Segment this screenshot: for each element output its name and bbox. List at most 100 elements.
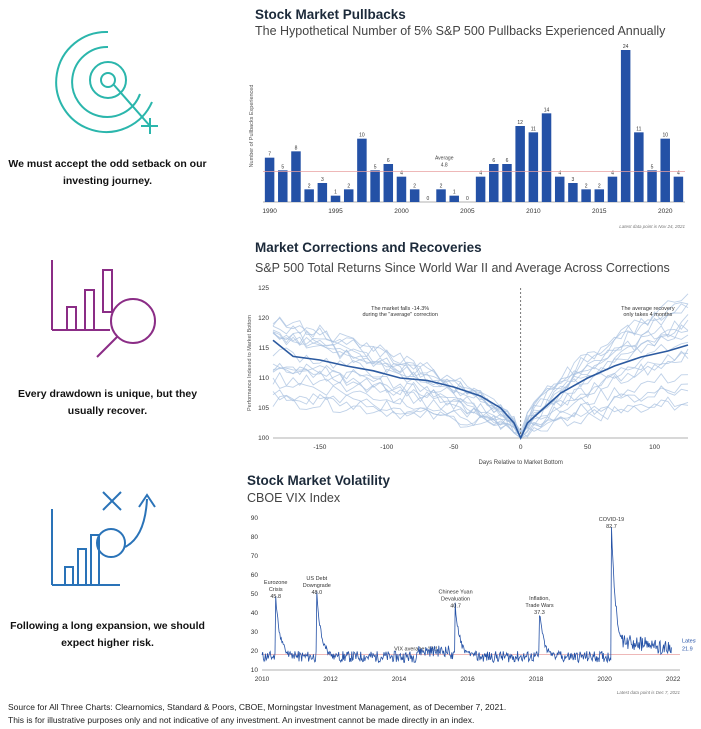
pullbacks-data-label-2004: 1 (453, 190, 456, 196)
vix-y-tick-30: 30 (251, 629, 259, 636)
vix-average-label: VIX average: 18.1 (394, 647, 438, 653)
pullbacks-data-label-2010: 11 (531, 126, 536, 132)
pullbacks-bar-2007 (489, 164, 499, 202)
pullbacks-bar-2011 (541, 113, 552, 202)
pullbacks-data-label-1997: 10 (359, 133, 365, 139)
vix-event-label2-1: Downgrade (303, 583, 331, 589)
pullbacks-data-label-2002: 0 (426, 196, 429, 202)
pullbacks-bar-2003 (436, 189, 446, 202)
pullbacks-bar-2009 (515, 126, 525, 202)
corrections-individual-line (272, 324, 689, 440)
corrections-annotation-recovery-2: only takes 4 months (623, 312, 672, 318)
pullbacks-title: Stock Market Pullbacks (255, 7, 406, 22)
corrections-subtitle: S&P 500 Total Returns Since World War II… (255, 261, 670, 275)
pullbacks-bar-2014 (581, 189, 591, 202)
pullbacks-data-label-2013: 3 (572, 177, 575, 183)
corrections-chart: Performance Indexed to Market Bottom 100 1… (247, 285, 689, 466)
vix-y-tick-40: 40 (251, 610, 259, 617)
pullbacks-data-label-2005: 0 (466, 196, 469, 202)
vix-event-value-3: 37.3 (534, 610, 545, 616)
vix-event-label-4: COVID-19 (599, 517, 624, 523)
pullbacks-data-label-2014: 2 (585, 183, 588, 189)
pullbacks-data-label-2021: 4 (677, 171, 680, 177)
pullbacks-bar-1999 (383, 164, 394, 202)
vix-y-tick-70: 70 (251, 553, 259, 560)
vix-latest-value: 21.9 (682, 646, 693, 652)
bar-chart-magnifier-icon (45, 255, 170, 365)
corrections-individual-line (272, 316, 689, 439)
pullbacks-bar-1995 (330, 195, 341, 202)
pullbacks-data-label-1990: 7 (268, 152, 271, 158)
corrections-title: Market Corrections and Recoveries (255, 240, 482, 255)
pullbacks-data-label-2017: 24 (623, 44, 629, 50)
vix-x-tick-2022: 2022 (666, 676, 681, 683)
vix-event-label2-0: Crisis (269, 587, 283, 593)
pullbacks-data-label-2006: 4 (479, 171, 482, 177)
pullbacks-note: Latest data point is Nov 24, 2021 (619, 224, 685, 229)
pullbacks-bar-1993 (304, 189, 314, 202)
pullbacks-data-label-1994: 3 (321, 177, 324, 183)
vix-event-label-3: Inflation, (529, 596, 550, 602)
pullbacks-data-label-2000: 4 (400, 171, 403, 177)
pullbacks-x-tick-2020: 2020 (658, 208, 673, 215)
corrections-x-tick--100: -100 (380, 444, 393, 451)
pullbacks-data-label-1998: 5 (374, 164, 377, 170)
vix-note: Latest data point is Dec 7, 2021 (617, 690, 681, 695)
pullbacks-x-tick-2000: 2000 (394, 208, 409, 215)
pullbacks-x-tick-1995: 1995 (328, 208, 343, 215)
pullbacks-chart: Number of Pullbacks Experienced 758231210… (249, 44, 685, 229)
pullbacks-data-label-2018: 11 (636, 126, 641, 132)
corrections-individual-line (272, 330, 689, 440)
pullbacks-data-label-2012: 4 (558, 171, 561, 177)
pullbacks-x-tick-2005: 2005 (460, 208, 475, 215)
pullbacks-bar-1992 (291, 151, 301, 202)
pullbacks-data-label-2007: 6 (492, 158, 495, 164)
pullbacks-bar-2015 (594, 189, 605, 202)
corrections-annotation-recovery-1: The average recovery (621, 306, 675, 312)
caption-expansion: Following a long expansion, we should ex… (10, 620, 205, 649)
corrections-x-tick--150: -150 (313, 444, 326, 451)
caption-setback: We must accept the odd setback on our in… (8, 158, 207, 187)
corrections-individual-line (272, 319, 689, 439)
corrections-individual-line (272, 332, 689, 438)
vix-subtitle: CBOE VIX Index (247, 491, 341, 505)
vix-event-value-1: 48.0 (311, 590, 322, 596)
vix-title: Stock Market Volatility (247, 473, 391, 488)
vix-event-value-0: 45.8 (270, 594, 281, 600)
pullbacks-data-label-2011: 14 (544, 107, 550, 113)
vix-event-label-2: Chinese Yuan (439, 590, 473, 596)
pullbacks-bar-2017 (620, 50, 631, 202)
vix-event-label2-2: Devaluation (441, 597, 470, 603)
pullbacks-data-label-1995: 1 (334, 190, 337, 196)
pullbacks-data-label-2016: 4 (611, 171, 614, 177)
pullbacks-bar-1997 (357, 138, 367, 202)
pullbacks-data-label-1999: 6 (387, 158, 390, 164)
corrections-ylabel: Performance Indexed to Market Bottom (247, 315, 253, 411)
vix-x-tick-2016: 2016 (460, 676, 475, 683)
corrections-y-tick-110: 110 (259, 375, 270, 382)
pullbacks-bar-2016 (607, 176, 618, 202)
pullbacks-bar-1996 (343, 189, 354, 202)
vix-line (261, 526, 672, 664)
pullbacks-data-label-1991: 5 (281, 164, 284, 170)
corrections-x-tick--50: -50 (449, 444, 459, 451)
pullbacks-average-label: Average (435, 156, 454, 162)
corrections-individual-line (272, 302, 689, 440)
pullbacks-average-value: 4.8 (441, 163, 448, 169)
corrections-x-tick-100: 100 (649, 444, 660, 451)
vix-x-tick-2014: 2014 (392, 676, 407, 683)
footer-source: Source for All Three Charts: Clearnomics… (8, 702, 507, 712)
corrections-y-tick-105: 105 (258, 405, 269, 412)
pullbacks-data-label-2015: 2 (598, 183, 601, 189)
pullbacks-bar-2012 (554, 176, 565, 202)
pullbacks-bar-2004 (449, 195, 459, 202)
corrections-individual-line (272, 383, 689, 439)
pullbacks-ylabel: Number of Pullbacks Experienced (249, 85, 255, 168)
vix-y-tick-90: 90 (251, 515, 259, 522)
corrections-individual-line (272, 352, 689, 439)
pullbacks-bar-1998 (370, 170, 380, 202)
corrections-individual-line (272, 341, 689, 435)
pullbacks-x-tick-1990: 1990 (262, 208, 277, 215)
corrections-x-tick-50: 50 (584, 444, 592, 451)
corrections-x-tick-0: 0 (519, 444, 523, 451)
